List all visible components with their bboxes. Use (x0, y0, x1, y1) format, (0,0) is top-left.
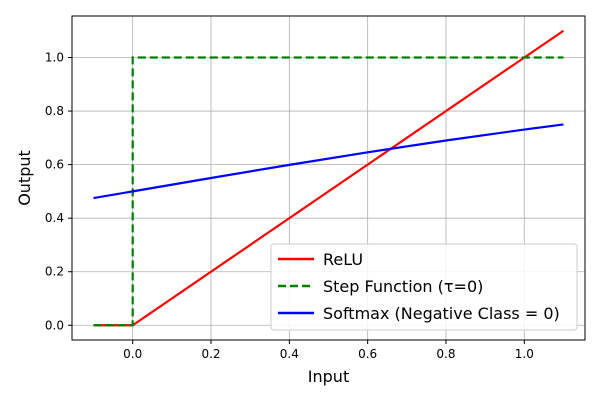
plot-frame (71, 15, 586, 341)
x-axis-label: Input (308, 367, 349, 386)
x-tick-label: 0.2 (201, 347, 220, 361)
x-tick-label: 0.4 (280, 347, 299, 361)
legend-box (270, 243, 578, 331)
legend-entry-relu: ReLU (323, 250, 363, 269)
legend: ReLU Step Function (τ=0) Softmax (Negati… (270, 243, 578, 331)
y-axis-ticks: 0.0 0.2 0.4 0.6 0.8 1.0 (45, 51, 72, 332)
x-tick-label: 1.0 (515, 347, 534, 361)
y-tick-label: 0.2 (45, 265, 64, 279)
y-tick-label: 0.0 (45, 318, 64, 332)
y-tick-label: 0.8 (45, 104, 64, 118)
legend-entry-step: Step Function (τ=0) (323, 277, 483, 296)
y-tick-label: 1.0 (45, 51, 64, 65)
legend-entry-softmax: Softmax (Negative Class = 0) (323, 304, 560, 323)
y-tick-label: 0.4 (45, 211, 64, 225)
x-tick-label: 0.0 (123, 347, 142, 361)
x-tick-label: 0.6 (358, 347, 377, 361)
y-tick-label: 0.6 (45, 158, 64, 172)
series-lines (93, 29, 565, 327)
x-tick-label: 0.8 (436, 347, 455, 361)
y-axis-label: Output (15, 150, 34, 206)
series-line-2 (93, 123, 564, 200)
x-axis-ticks: 0.0 0.2 0.4 0.6 0.8 1.0 (123, 340, 534, 361)
